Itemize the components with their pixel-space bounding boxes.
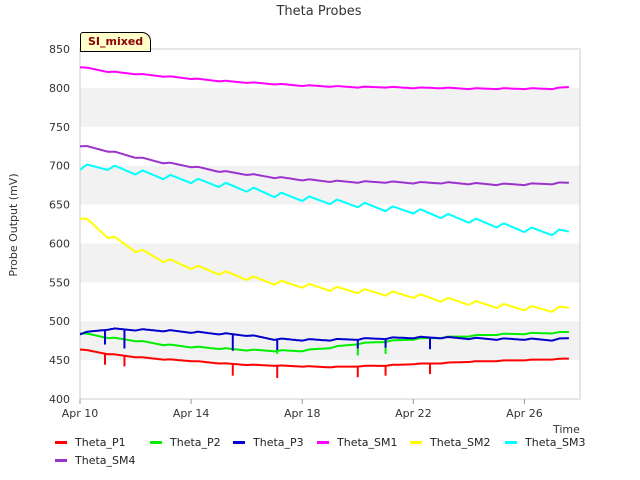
series-line-theta-p1 bbox=[79, 348, 569, 369]
x-tick-label: Apr 22 bbox=[395, 407, 432, 420]
series-line-theta-sm2 bbox=[80, 217, 569, 313]
legend-item: Theta_P2 bbox=[150, 436, 221, 450]
grid-band bbox=[80, 282, 580, 322]
legend-swatch bbox=[150, 440, 162, 444]
legend-item: Theta_SM2 bbox=[410, 436, 490, 450]
legend-label: Theta_SM2 bbox=[430, 436, 491, 449]
legend-swatch bbox=[410, 440, 422, 444]
legend-item: Theta_SM3 bbox=[505, 436, 585, 450]
series-line-theta-p2 bbox=[80, 331, 569, 353]
legend-label: Theta_P1 bbox=[75, 436, 126, 449]
legend-item: Theta_SM4 bbox=[55, 454, 135, 468]
y-axis-label: Probe Output (mV) bbox=[7, 173, 20, 276]
plot-frame bbox=[79, 48, 581, 400]
x-tick-label: Apr 18 bbox=[284, 407, 321, 420]
grid-band bbox=[80, 360, 580, 399]
chart-title: Theta Probes bbox=[275, 4, 361, 19]
grid-band bbox=[80, 204, 580, 244]
y-tick-label: 850 bbox=[49, 43, 70, 56]
legend-swatch bbox=[317, 440, 329, 444]
legend-label: Theta_P3 bbox=[253, 436, 304, 449]
legend-label: Theta_SM4 bbox=[75, 454, 136, 467]
legend-swatch bbox=[505, 440, 517, 444]
legend-label: Theta_SM1 bbox=[337, 436, 398, 449]
legend-item: Theta_P1 bbox=[55, 436, 126, 450]
grid-band bbox=[80, 49, 580, 88]
series-line-theta-p3 bbox=[79, 327, 569, 342]
legend-swatch bbox=[55, 440, 67, 444]
y-tick-label: 750 bbox=[49, 121, 70, 134]
y-tick-label: 600 bbox=[49, 237, 70, 250]
y-tick-label: 400 bbox=[49, 393, 70, 406]
legend-item: Theta_P3 bbox=[233, 436, 304, 450]
y-tick-label: 450 bbox=[49, 354, 70, 367]
y-tick-label: 650 bbox=[49, 199, 70, 212]
legend-label: Theta_P2 bbox=[170, 436, 221, 449]
x-axis-label: Time bbox=[552, 423, 580, 436]
series-layer bbox=[79, 66, 570, 378]
y-tick-label: 500 bbox=[49, 315, 70, 328]
y-tick-label: 700 bbox=[49, 160, 70, 173]
grid-band bbox=[80, 243, 580, 283]
y-tick-label: 550 bbox=[49, 276, 70, 289]
annotation-tag: SI_mixed bbox=[80, 32, 152, 52]
legend-swatch bbox=[233, 440, 245, 444]
legend-item: Theta_SM1 bbox=[317, 436, 397, 450]
x-axis-ticks: Apr 10 Apr 14 Apr 18 Apr 22 Apr 26 bbox=[62, 399, 543, 420]
legend-label: Theta_SM3 bbox=[525, 436, 586, 449]
y-tick-label: 800 bbox=[49, 82, 70, 95]
legend-swatch bbox=[55, 458, 67, 462]
grid-band bbox=[80, 126, 580, 166]
x-tick-label: Apr 26 bbox=[506, 407, 543, 420]
series-line-theta-sm4 bbox=[80, 145, 569, 187]
grid-band bbox=[80, 165, 580, 205]
series-line-theta-sm3 bbox=[79, 163, 570, 237]
y-axis-ticks: 400 450 500 550 600 650 700 750 800 850 bbox=[49, 43, 70, 406]
x-tick-label: Apr 10 bbox=[62, 407, 99, 420]
series-line-theta-sm1 bbox=[80, 66, 569, 91]
x-tick-label: Apr 14 bbox=[173, 407, 210, 420]
grid-band bbox=[80, 87, 580, 127]
